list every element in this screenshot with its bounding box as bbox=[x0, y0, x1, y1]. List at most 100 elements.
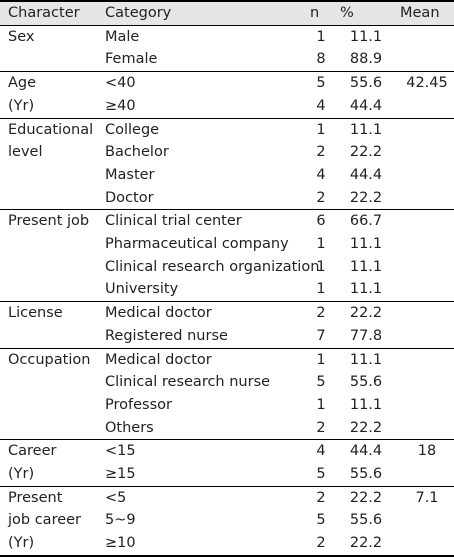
character-cell: Present job bbox=[0, 209, 97, 303]
n-cell: 1 bbox=[316, 396, 326, 413]
table-row: License Medical doctor 2 22.2 bbox=[0, 301, 454, 349]
percent-cell: 22.2 bbox=[349, 144, 383, 161]
percent-cell: 22.2 bbox=[349, 489, 383, 506]
n-cell: 4 bbox=[302, 94, 332, 119]
character-cell: Age (Yr) bbox=[0, 71, 97, 119]
category-cell: College bbox=[105, 121, 160, 138]
category-cell: Doctor bbox=[97, 186, 302, 211]
percent-cell: 22.2 bbox=[349, 305, 383, 322]
percent-cell: 11.1 bbox=[349, 121, 383, 138]
n-cell: 5 bbox=[316, 512, 326, 529]
character-label: (Yr) bbox=[8, 535, 35, 552]
table-row: Pharmaceutical company 1 11.1 bbox=[0, 233, 454, 256]
n-cell: 2 bbox=[316, 305, 326, 322]
percent-cell: 44.4 bbox=[349, 166, 383, 183]
category-cell: Others bbox=[97, 416, 302, 441]
category-cell: Bachelor bbox=[105, 144, 169, 161]
category-cell: <40 bbox=[105, 75, 136, 92]
category-cell: Clinical trial center bbox=[105, 213, 242, 230]
n-cell: 1 bbox=[316, 121, 326, 138]
character-label: job career bbox=[8, 512, 82, 529]
category-cell: Female bbox=[97, 48, 302, 73]
category-cell: Medical doctor bbox=[105, 351, 212, 368]
percent-cell: 11.1 bbox=[349, 396, 383, 413]
mean-cell: 42.45 bbox=[392, 71, 454, 119]
character-label: (Yr) bbox=[8, 466, 35, 483]
table-row: Age (Yr) <40 5 55.6 42.45 bbox=[0, 71, 454, 119]
table-row: Clinical research nurse 5 55.6 bbox=[0, 371, 454, 394]
header-category: Category bbox=[97, 0, 302, 26]
category-cell: Professor bbox=[105, 396, 172, 413]
table-row: Present job Clinical trial center 6 66.7 bbox=[0, 209, 454, 303]
table-row: Bachelor 2 22.2 bbox=[0, 141, 454, 164]
character-cell: Present job career (Yr) bbox=[0, 486, 97, 557]
table-row: Present job career (Yr) <5 2 22.2 7.1 bbox=[0, 486, 454, 557]
table-body: Sex Male 1 11.1 Female 8 88.9 Age (Yr) <40 5 55.6 42… bbox=[0, 25, 454, 557]
mean-cell: 7.1 bbox=[392, 486, 454, 557]
character-label: Educational bbox=[8, 121, 94, 138]
character-cell: Occupation bbox=[0, 348, 97, 441]
table-row: Sex Male 1 11.1 bbox=[0, 25, 454, 73]
table-row: 5~9 5 55.6 bbox=[0, 509, 454, 532]
n-cell: 2 bbox=[302, 416, 332, 441]
character-label: Present job bbox=[8, 213, 90, 230]
percent-cell: 11.1 bbox=[332, 278, 392, 303]
percent-cell: 22.2 bbox=[332, 532, 392, 557]
percent-cell: 77.8 bbox=[332, 324, 392, 349]
category-cell: Clinical research nurse bbox=[105, 374, 271, 391]
character-label: Occupation bbox=[8, 351, 91, 368]
percent-cell: 22.2 bbox=[332, 416, 392, 441]
percent-cell: 55.6 bbox=[349, 75, 383, 92]
table-row: Master 4 44.4 bbox=[0, 164, 454, 187]
character-cell: Educational level bbox=[0, 118, 97, 211]
table-row: ≥15 5 55.6 bbox=[0, 463, 454, 487]
category-cell: Male bbox=[105, 28, 140, 45]
header-n: n bbox=[302, 0, 332, 26]
n-cell: 1 bbox=[316, 258, 326, 275]
category-cell: 5~9 bbox=[105, 512, 136, 529]
category-cell: <15 bbox=[105, 443, 136, 460]
table-row: Registered nurse 7 77.8 bbox=[0, 324, 454, 349]
percent-cell: 55.6 bbox=[332, 463, 392, 487]
header-character: Character bbox=[0, 0, 97, 26]
percent-cell: 55.6 bbox=[349, 512, 383, 529]
mean-cell bbox=[392, 301, 454, 349]
n-cell: 2 bbox=[316, 144, 326, 161]
percent-cell: 66.7 bbox=[349, 213, 383, 230]
header-row: Character Category n % Mean bbox=[0, 0, 454, 26]
character-cell: License bbox=[0, 301, 97, 349]
category-cell: ≥10 bbox=[97, 532, 302, 557]
n-cell: 1 bbox=[316, 28, 326, 45]
table-row: Educational level College 1 11.1 bbox=[0, 118, 454, 211]
n-cell: 1 bbox=[316, 351, 326, 368]
percent-cell: 88.9 bbox=[332, 48, 392, 73]
character-label: Sex bbox=[8, 28, 35, 45]
n-cell: 8 bbox=[302, 48, 332, 73]
category-cell: Registered nurse bbox=[97, 324, 302, 349]
character-label: License bbox=[8, 305, 63, 322]
header-percent: % bbox=[332, 0, 392, 26]
mean-cell bbox=[392, 118, 454, 211]
category-cell: Medical doctor bbox=[105, 305, 212, 322]
character-label: (Yr) bbox=[8, 97, 35, 114]
table-row: Doctor 2 22.2 bbox=[0, 186, 454, 211]
percent-cell: 11.1 bbox=[349, 258, 383, 275]
percent-cell: 11.1 bbox=[349, 236, 383, 253]
table-row: ≥40 4 44.4 bbox=[0, 94, 454, 119]
category-cell: ≥40 bbox=[97, 94, 302, 119]
category-cell: University bbox=[97, 278, 302, 303]
n-cell: 5 bbox=[316, 75, 326, 92]
character-label: Age bbox=[8, 75, 37, 92]
percent-cell: 11.1 bbox=[349, 351, 383, 368]
table-row: Clinical research organization 1 11.1 bbox=[0, 256, 454, 279]
percent-cell: 22.2 bbox=[332, 186, 392, 211]
table-row: Career (Yr) <15 4 44.4 18 bbox=[0, 439, 454, 487]
n-cell: 6 bbox=[316, 213, 326, 230]
category-cell: ≥15 bbox=[97, 463, 302, 487]
table-row: Others 2 22.2 bbox=[0, 416, 454, 441]
table-row: University 1 11.1 bbox=[0, 278, 454, 303]
n-cell: 2 bbox=[302, 186, 332, 211]
character-cell: Sex bbox=[0, 25, 97, 73]
mean-cell bbox=[392, 25, 454, 73]
category-cell: <5 bbox=[105, 489, 127, 506]
